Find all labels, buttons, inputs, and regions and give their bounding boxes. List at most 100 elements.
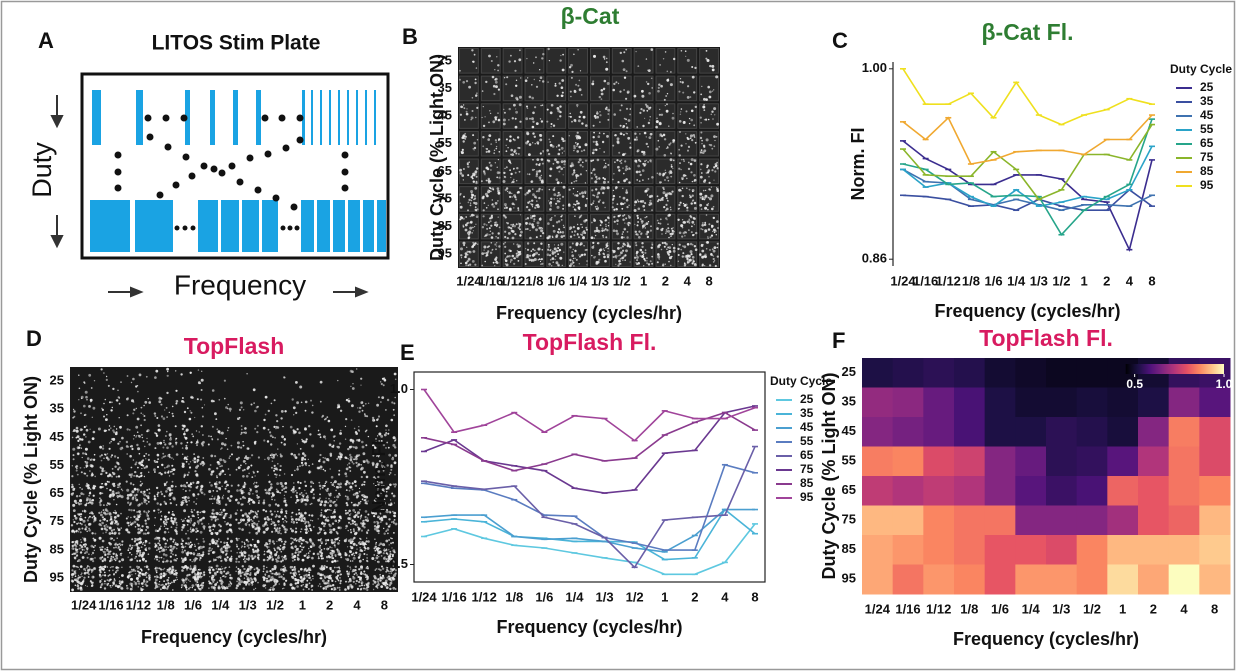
speckle xyxy=(577,85,579,87)
speckle xyxy=(99,504,101,506)
speckle xyxy=(637,149,640,152)
speckle xyxy=(265,396,268,399)
speckle xyxy=(84,528,86,530)
speckle xyxy=(302,452,305,455)
speckle xyxy=(557,231,559,233)
speckle xyxy=(121,527,122,528)
col-label: 1/8 xyxy=(525,273,543,288)
speckle xyxy=(617,247,620,250)
speckle xyxy=(473,230,474,231)
speckle xyxy=(548,246,550,248)
speckle xyxy=(174,543,176,545)
speckle xyxy=(295,538,297,540)
speckle xyxy=(225,438,226,439)
speckle xyxy=(366,538,367,539)
speckle xyxy=(238,522,240,524)
speckle xyxy=(715,75,718,78)
speckle xyxy=(154,376,157,379)
speckle xyxy=(127,414,129,416)
speckle xyxy=(656,120,659,123)
speckle xyxy=(158,400,161,403)
speckle xyxy=(606,135,609,138)
speckle xyxy=(94,533,96,535)
speckle xyxy=(200,488,203,491)
speckle xyxy=(113,431,115,433)
speckle xyxy=(281,551,283,553)
speckle xyxy=(326,458,329,461)
speckle xyxy=(308,522,310,524)
speckle xyxy=(573,226,575,228)
speckle xyxy=(301,546,303,548)
speckle xyxy=(504,77,505,78)
speckle xyxy=(194,545,196,547)
speckle xyxy=(558,166,561,169)
speckle xyxy=(604,260,607,263)
speckle xyxy=(201,425,203,427)
speckle xyxy=(353,494,354,495)
speckle xyxy=(503,123,506,126)
well xyxy=(569,76,588,101)
speckle xyxy=(277,504,280,507)
speckle xyxy=(467,209,469,211)
speckle xyxy=(308,531,309,532)
speckle xyxy=(170,552,172,554)
speckle xyxy=(540,118,541,119)
speckle xyxy=(594,230,597,233)
speckle xyxy=(626,206,628,208)
speckle xyxy=(117,390,119,392)
speckle xyxy=(113,539,114,540)
speckle xyxy=(166,431,168,433)
speckle xyxy=(550,259,552,261)
speckle xyxy=(622,231,624,233)
speckle xyxy=(159,544,161,546)
speckle xyxy=(190,372,192,374)
speckle xyxy=(464,133,466,135)
speckle xyxy=(510,173,512,175)
speckle xyxy=(93,459,95,461)
speckle xyxy=(694,136,695,137)
speckle xyxy=(189,466,191,468)
speckle xyxy=(131,538,133,540)
speckle xyxy=(576,177,578,179)
speckle xyxy=(504,236,506,238)
speckle xyxy=(300,514,303,517)
speckle xyxy=(668,172,669,173)
speckle xyxy=(119,483,121,485)
speckle xyxy=(350,459,353,462)
speckle xyxy=(254,544,257,547)
speckle xyxy=(76,523,78,525)
speckle xyxy=(130,502,132,504)
speckle xyxy=(117,528,118,529)
speckle xyxy=(270,435,273,438)
speckle xyxy=(271,499,273,501)
speckle xyxy=(607,181,609,183)
speckle xyxy=(361,476,363,478)
speckle xyxy=(320,466,323,469)
speckle xyxy=(148,459,150,461)
speckle xyxy=(694,202,697,205)
speckle xyxy=(586,170,587,171)
speckle xyxy=(199,553,201,555)
speckle xyxy=(598,259,600,261)
speckle xyxy=(701,143,702,144)
speckle xyxy=(702,244,703,245)
speckle xyxy=(666,230,668,232)
speckle xyxy=(84,546,86,548)
speckle xyxy=(461,151,464,154)
speckle xyxy=(107,481,109,483)
speckle xyxy=(538,197,540,199)
speckle xyxy=(470,205,472,207)
speckle xyxy=(175,425,177,427)
speckle xyxy=(519,234,521,236)
speckle xyxy=(220,551,222,553)
speckle xyxy=(237,446,240,449)
speckle xyxy=(394,397,396,399)
speckle xyxy=(472,110,474,112)
speckle xyxy=(310,486,312,488)
speckle xyxy=(134,545,136,547)
speckle xyxy=(540,217,541,218)
speckle xyxy=(362,401,364,403)
speckle xyxy=(190,542,192,544)
speckle xyxy=(495,202,498,205)
speckle xyxy=(641,255,644,258)
